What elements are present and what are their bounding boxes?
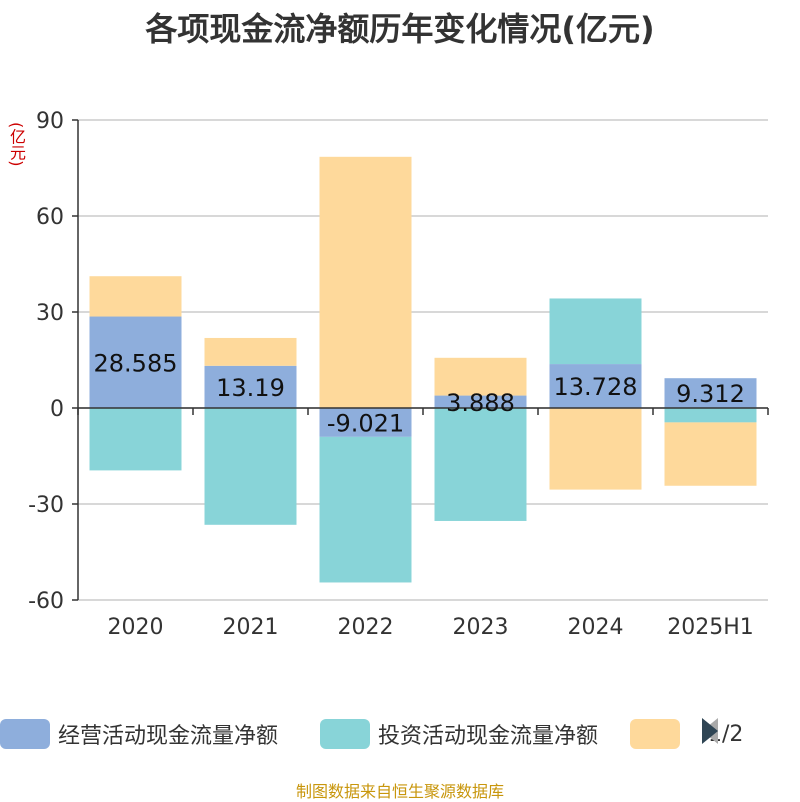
data-source-footer: 制图数据来自恒生聚源数据库	[295, 782, 504, 801]
bar-series-1-2022[interactable]	[319, 436, 412, 583]
bar-series-2-2021[interactable]	[204, 337, 297, 366]
legend: 经营活动现金流量净额 投资活动现金流量净额 1/2	[0, 716, 800, 756]
x-tick-label: 2022	[338, 615, 394, 640]
bar-series-0-2024[interactable]	[549, 364, 642, 408]
data-label: 3.888	[446, 389, 515, 417]
bar-series-0-2021[interactable]	[204, 365, 297, 408]
legend-item-operating[interactable]: 经营活动现金流量净额	[0, 716, 278, 752]
bar-series-2-2020[interactable]	[89, 276, 182, 317]
x-tick-label: 2023	[453, 615, 509, 640]
bar-series-0-2020[interactable]	[89, 316, 182, 408]
data-label: 28.585	[94, 349, 178, 377]
legend-swatch-operating	[0, 719, 50, 749]
legend-pager: 1/2	[700, 716, 751, 752]
bar-series-1-2023[interactable]	[434, 408, 527, 521]
data-label: -9.021	[327, 409, 404, 437]
y-axis-unit: (亿元)	[7, 122, 26, 167]
legend-item-financing[interactable]	[630, 716, 688, 752]
y-tick-label: -30	[28, 493, 64, 518]
bar-series-2-2025H1[interactable]	[664, 422, 757, 486]
bar-series-1-2025H1[interactable]	[664, 408, 757, 423]
legend-swatch-investing	[320, 719, 370, 749]
bar-series-0-2023[interactable]	[434, 395, 527, 408]
y-tick-label: -60	[28, 589, 64, 614]
data-labels: 28.585 13.19 -9.021 3.888 13.728 9.312	[94, 349, 745, 437]
data-label: 13.728	[554, 373, 638, 401]
bar-series-0-2022[interactable]	[319, 408, 412, 437]
bar-series-1-2020[interactable]	[89, 408, 182, 471]
legend-label-operating: 经营活动现金流量净额	[58, 724, 279, 749]
bars	[89, 156, 757, 583]
next-page-icon[interactable]	[700, 716, 720, 746]
x-tick-label: 2020	[108, 615, 164, 640]
bar-series-1-2021[interactable]	[204, 408, 297, 525]
x-tick-label: 2024	[568, 615, 624, 640]
data-label: 13.19	[216, 374, 285, 402]
bar-series-2-2024[interactable]	[549, 408, 642, 490]
y-tick-label: 0	[50, 397, 64, 422]
axes: 90 60 30 0 -30 -60 2020 2021 2022 2023 2024 2025H1	[28, 109, 769, 640]
legend-label-investing: 投资活动现金流量净额	[378, 724, 599, 749]
bar-series-0-2025H1[interactable]	[664, 378, 757, 408]
y-tick-label: 60	[36, 205, 64, 230]
x-tick-label: 2021	[223, 615, 279, 640]
bar-series-2-2023[interactable]	[434, 357, 527, 396]
legend-item-investing[interactable]: 投资活动现金流量净额	[320, 716, 598, 752]
bar-series-1-2024[interactable]	[549, 298, 642, 365]
y-tick-label: 30	[36, 301, 64, 326]
bar-series-2-2022[interactable]	[319, 156, 412, 408]
chart-title: 各项现金流净额历年变化情况(亿元)	[145, 10, 655, 48]
x-tick-label: 2025H1	[667, 615, 754, 640]
y-tick-label: 90	[36, 109, 64, 134]
legend-swatch-financing	[630, 719, 680, 749]
data-label: 9.312	[676, 380, 745, 408]
